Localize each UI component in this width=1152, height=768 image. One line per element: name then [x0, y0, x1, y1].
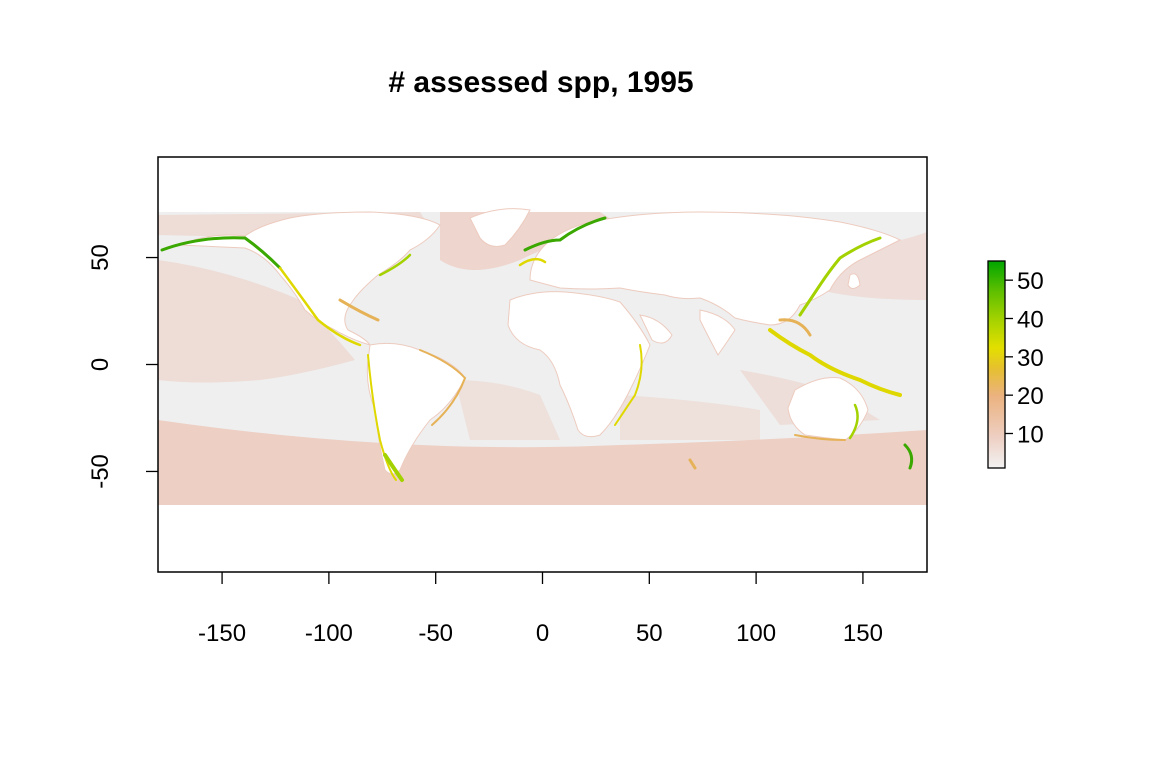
y-tick-label: 50: [87, 244, 114, 271]
legend-colorbar: [987, 260, 1006, 469]
antarctica: [158, 505, 927, 535]
legend-tick-label: 40: [1017, 307, 1044, 334]
x-tick-label: -100: [305, 620, 353, 647]
x-tick-label: 0: [536, 620, 549, 647]
y-tick-label: 0: [87, 358, 114, 371]
species-raster: [158, 157, 927, 535]
legend-tick-label: 20: [1017, 383, 1044, 410]
x-axis: -150 -100 -50 0 50 100 150: [198, 572, 883, 647]
coastal-hotspots: [160, 216, 914, 482]
x-tick-label: -150: [198, 620, 246, 647]
ocean-density-layer: [158, 207, 927, 508]
y-tick-label: -50: [87, 454, 114, 489]
map-title: # assessed spp, 1995: [388, 66, 693, 99]
land-mass: [179, 208, 902, 475]
x-tick-label: 100: [736, 620, 776, 647]
x-tick-label: 50: [636, 620, 663, 647]
x-tick-label: -50: [418, 620, 453, 647]
legend-tick-label: 30: [1017, 345, 1044, 372]
x-tick-label: 150: [843, 620, 883, 647]
legend-tick-label: 50: [1017, 268, 1044, 295]
y-axis: 50 0 -50: [87, 244, 158, 489]
color-legend: 10 20 30 40 50: [987, 260, 1044, 469]
legend-tick-label: 10: [1017, 422, 1044, 449]
